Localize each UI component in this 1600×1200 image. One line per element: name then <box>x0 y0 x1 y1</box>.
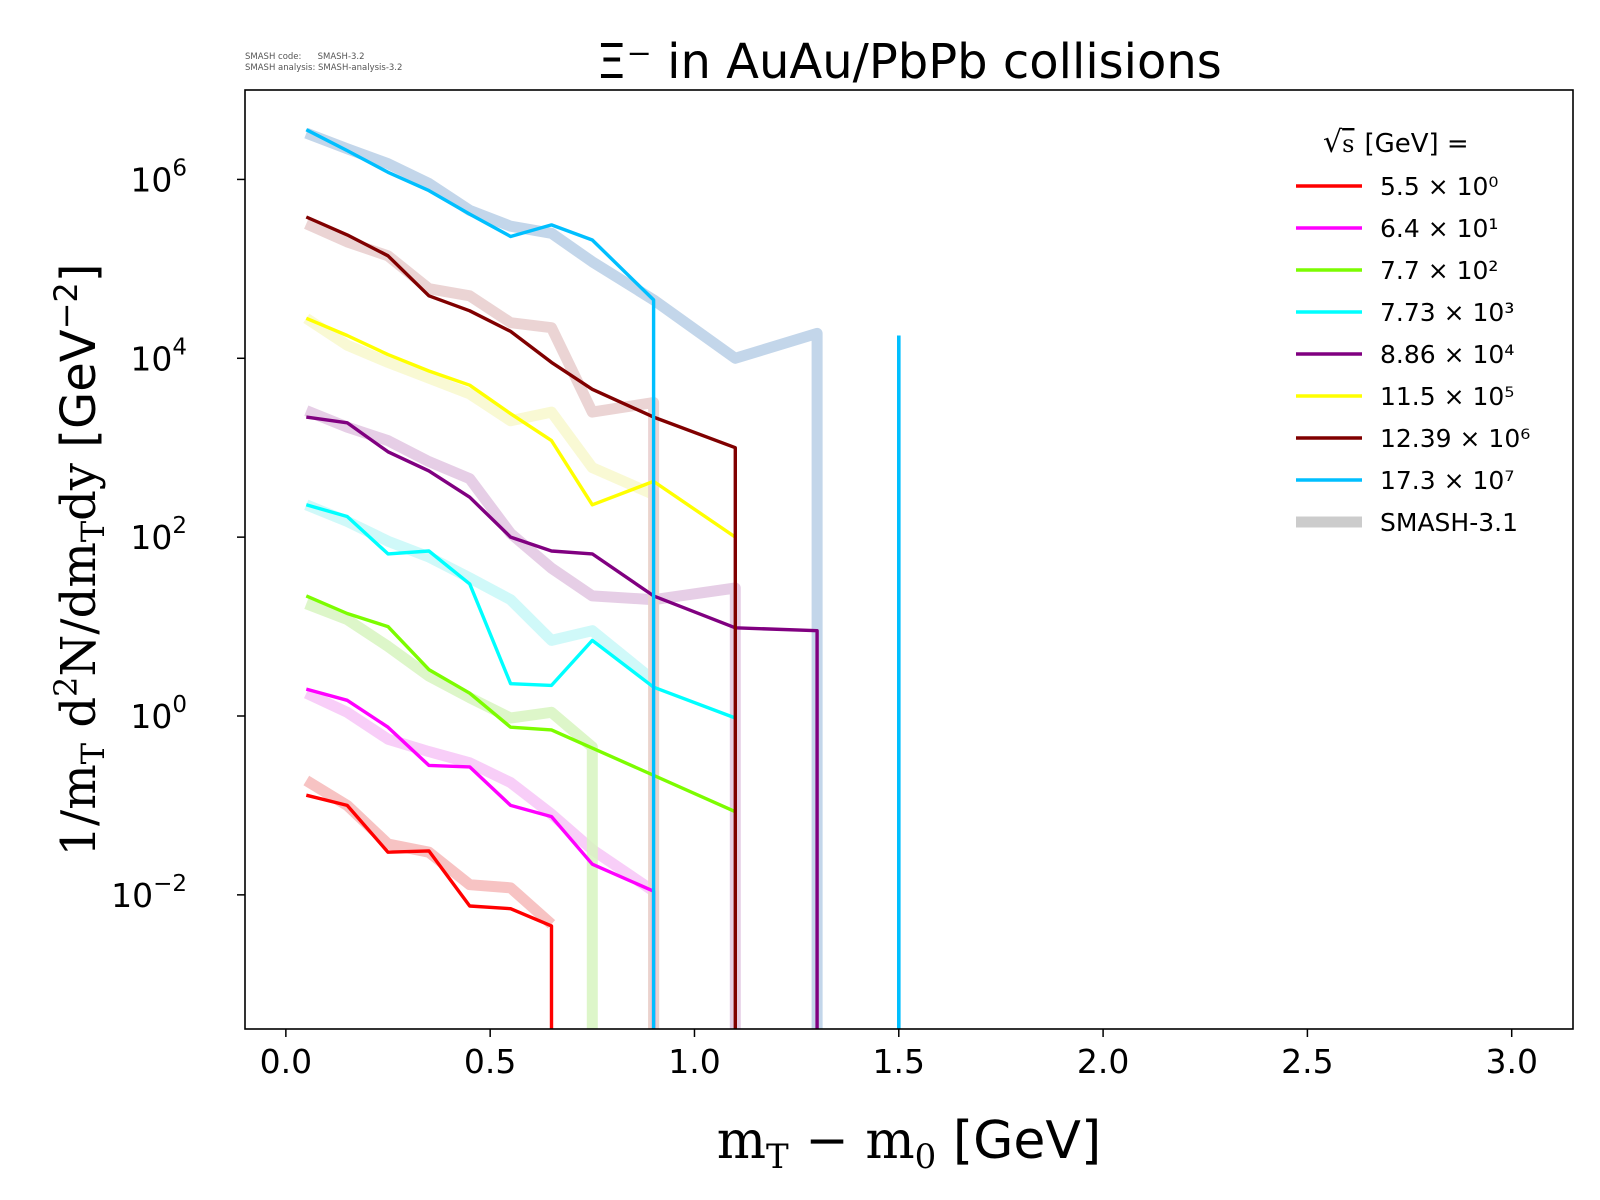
legend-label: 5.5 × 10⁰ <box>1380 172 1498 201</box>
series-line <box>305 503 736 720</box>
reference-series-line <box>303 688 660 1029</box>
series-line <box>306 415 819 1029</box>
y-axis-label: 1/mT d2N/dmTdy [GeV−2] <box>47 264 112 857</box>
legend-title: √s [GeV] = <box>1323 125 1469 160</box>
x-axis-ticks: 0.0 0.5 1.0 1.5 2.0 2.5 3.0 <box>260 1029 1538 1081</box>
x-tick-label: 0.5 <box>464 1042 516 1081</box>
x-tick-label: 2.5 <box>1281 1042 1333 1081</box>
reference-series-line <box>304 598 598 1029</box>
y-tick-label: 106 <box>130 155 187 199</box>
legend-label: SMASH-3.1 <box>1380 508 1518 537</box>
reference-series-line <box>304 218 660 1029</box>
series-line <box>305 594 736 814</box>
series-line <box>305 316 737 539</box>
y-tick-label: 100 <box>130 692 187 736</box>
x-tick-label: 1.5 <box>873 1042 925 1081</box>
series-line <box>305 793 554 1029</box>
series-line <box>305 215 737 1029</box>
legend-label: 11.5 × 10⁵ <box>1380 382 1514 411</box>
legend-label: 6.4 × 10¹ <box>1380 214 1498 243</box>
legend-label: 7.7 × 10² <box>1380 256 1498 285</box>
version-info: SMASH code: SMASH-3.2 SMASH analysis: SM… <box>245 52 402 74</box>
y-tick-label: 10−2 <box>111 871 187 915</box>
series-line <box>305 128 656 1029</box>
svg-text:1/mT d2N/dmTdy [GeV−2]: 1/mT d2N/dmTdy [GeV−2] <box>47 264 112 857</box>
y-tick-label: 104 <box>130 334 187 378</box>
x-tick-label: 3.0 <box>1485 1042 1537 1081</box>
x-tick-label: 1.0 <box>668 1042 720 1081</box>
data-series-group <box>305 128 901 1029</box>
y-axis-ticks: 10−2 100 102 104 106 <box>111 155 245 915</box>
version-code-line: SMASH code: SMASH-3.2 <box>245 52 365 62</box>
x-tick-label: 2.0 <box>1077 1042 1129 1081</box>
y-tick-label: 102 <box>130 513 187 557</box>
chart-title: Ξ⁻ in AuAu/PbPb collisions <box>596 34 1222 90</box>
series-line <box>305 687 656 1029</box>
x-axis-label: mT − m0 [GeV] <box>717 1111 1102 1177</box>
legend-label: 17.3 × 10⁷ <box>1380 466 1514 495</box>
legend-label: 7.73 × 10³ <box>1380 298 1514 327</box>
version-analysis-line: SMASH analysis: SMASH-analysis-3.2 <box>245 63 403 73</box>
legend-label: 12.39 × 10⁶ <box>1380 424 1530 453</box>
legend: √s [GeV] = 5.5 × 10⁰ 6.4 × 10¹ 7.7 × 10² 7.7… <box>1296 125 1530 537</box>
reference-series-line <box>303 313 660 1029</box>
reference-series-line <box>304 405 741 1029</box>
reference-series-group <box>303 127 823 1029</box>
x-tick-label: 0.0 <box>260 1042 312 1081</box>
plot-frame <box>244 89 1574 1030</box>
legend-label: 8.86 × 10⁴ <box>1380 340 1514 369</box>
